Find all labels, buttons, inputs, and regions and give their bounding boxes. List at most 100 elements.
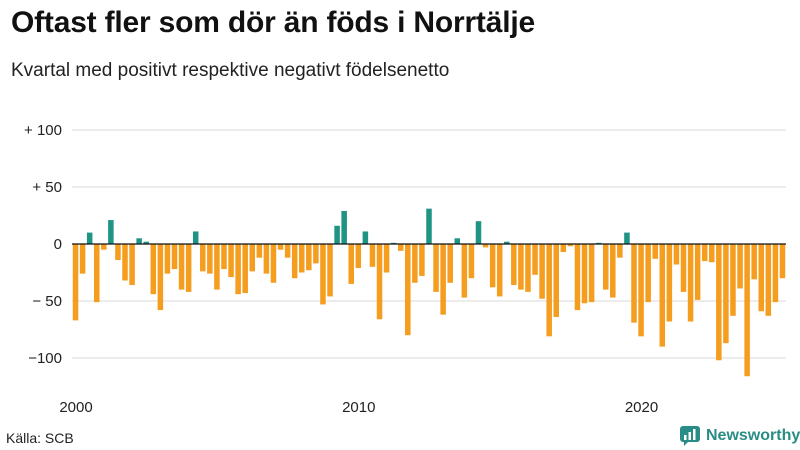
bar[interactable]: 2013 K1: -62 <box>440 244 446 315</box>
bar[interactable]: 2002 K3: 2 <box>143 241 149 244</box>
bar[interactable]: 2004 K3: -24 <box>200 244 206 272</box>
bar[interactable]: 2013 K4: -47 <box>461 244 468 298</box>
bar[interactable]: 2003 K2: -26 <box>164 244 171 274</box>
bar[interactable]: 2016 K4: -81 <box>546 244 552 337</box>
bar[interactable]: 2001 K3: -14 <box>115 244 121 260</box>
bar[interactable]: 2013 K3: 5 <box>454 238 461 244</box>
bar[interactable]: 2016 K3: -48 <box>539 244 545 299</box>
bar[interactable]: 2011 K3: -6 <box>397 244 404 251</box>
bar[interactable]: 2000 K1: -67 <box>72 244 79 321</box>
bar[interactable]: 2021 K1: -68 <box>666 244 673 322</box>
bar[interactable]: 2007 K3: -12 <box>284 244 291 258</box>
bar[interactable]: 2007 K1: -34 <box>270 244 277 283</box>
bar[interactable]: 2021 K3: -42 <box>680 244 687 292</box>
bar[interactable]: 2024 K2: -59 <box>758 244 765 312</box>
bar[interactable]: 2008 K2: -23 <box>306 244 312 271</box>
bar[interactable]: 2020 K1: -81 <box>638 244 644 337</box>
bar[interactable]: 2008 K3: -17 <box>313 244 319 264</box>
bar[interactable]: 2014 K1: -30 <box>468 244 475 279</box>
bar[interactable]: 2023 K2: -63 <box>730 244 736 316</box>
bar[interactable]: 2009 K3: 29 <box>341 210 347 244</box>
bar[interactable]: 2012 K2: -28 <box>419 244 425 276</box>
bar[interactable]: 2010 K4: -66 <box>376 244 383 320</box>
bar[interactable]: 2005 K4: -44 <box>235 244 241 295</box>
bar[interactable]: 2022 K4: -102 <box>716 244 722 361</box>
bar[interactable]: 2018 K4: -40 <box>602 244 609 290</box>
bar[interactable]: 2021 K4: -68 <box>687 244 694 322</box>
bar[interactable]: 2003 K1: -58 <box>157 244 164 311</box>
bar[interactable]: 2012 K1: -34 <box>412 244 418 283</box>
bar[interactable]: 2024 K4: -51 <box>772 244 779 303</box>
bar[interactable]: 2005 K3: -29 <box>228 244 234 278</box>
bar[interactable]: 2008 K1: -25 <box>299 244 305 273</box>
bar[interactable]: 2001 K2: 21 <box>108 220 114 244</box>
bar[interactable]: 2015 K4: -40 <box>518 244 524 290</box>
bar[interactable]: 2015 K1: -46 <box>496 244 503 297</box>
bar[interactable]: 2015 K3: -36 <box>511 244 517 286</box>
bar[interactable]: 2014 K4: -38 <box>489 244 496 288</box>
bar[interactable]: 2002 K1: -36 <box>129 244 135 286</box>
bar[interactable]: 2019 K4: -69 <box>631 244 637 323</box>
bar[interactable]: 2020 K2: -51 <box>645 244 651 303</box>
bar[interactable]: 2004 K1: -42 <box>185 244 192 292</box>
bar[interactable]: 2019 K2: -12 <box>617 244 623 258</box>
bar[interactable]: 2006 K1: -43 <box>242 244 248 294</box>
bar[interactable]: 2023 K3: -39 <box>737 244 743 289</box>
bar[interactable]: 2006 K2: -24 <box>249 244 256 272</box>
bar[interactable]: 2020 K3: -13 <box>652 244 658 259</box>
bar[interactable]: 2018 K2: -51 <box>588 244 595 303</box>
bar[interactable]: 2016 K2: -27 <box>532 244 538 275</box>
bar[interactable]: 2005 K2: -22 <box>221 244 227 270</box>
bar[interactable]: 2003 K3: -22 <box>171 244 178 270</box>
bar[interactable]: 2015 K2: 2 <box>504 241 510 244</box>
bar[interactable]: 2020 K4: -90 <box>659 244 666 347</box>
bar[interactable]: 2022 K3: -16 <box>709 244 715 263</box>
bar[interactable]: 2007 K4: -30 <box>291 244 298 279</box>
bar[interactable]: 2004 K4: -26 <box>207 244 213 274</box>
bar[interactable]: 2010 K3: -20 <box>369 244 376 267</box>
bar[interactable]: 2002 K4: -44 <box>150 244 157 295</box>
bar[interactable]: 2011 K1: -25 <box>383 244 390 273</box>
bar[interactable]: 2017 K1: -64 <box>553 244 559 317</box>
bar[interactable]: 2012 K4: -42 <box>433 244 439 292</box>
bar[interactable]: 2019 K3: 10 <box>624 232 630 244</box>
bar[interactable]: 2014 K3: -3 <box>482 244 489 248</box>
bar[interactable]: 2017 K4: -58 <box>574 244 581 311</box>
bar[interactable]: 2006 K3: -12 <box>256 244 263 258</box>
bar[interactable]: 2008 K4: -53 <box>320 244 326 305</box>
bar[interactable]: 2019 K1: -47 <box>610 244 616 298</box>
bar[interactable]: 2022 K2: -15 <box>701 244 708 262</box>
bar[interactable]: 2001 K1: -5 <box>101 244 107 250</box>
bar[interactable]: 2010 K2: 11 <box>362 231 369 244</box>
bar[interactable]: 2011 K4: -80 <box>405 244 411 336</box>
bar[interactable]: 2016 K1: -42 <box>525 244 531 292</box>
bar[interactable]: 2022 K1: -49 <box>694 244 701 300</box>
bar[interactable]: 2024 K3: -63 <box>765 244 772 316</box>
bar[interactable]: 2023 K4: -116 <box>744 244 750 377</box>
bar[interactable]: 2025 K1: -30 <box>779 244 786 279</box>
bar[interactable]: 2009 K1: -46 <box>327 244 333 297</box>
bar[interactable]: 2000 K2: -26 <box>79 244 86 274</box>
brand-logo[interactable]: Newsworthy <box>680 426 800 446</box>
bar[interactable]: 2023 K1: -87 <box>723 244 729 344</box>
bar[interactable]: 2001 K4: -32 <box>122 244 128 281</box>
bar[interactable]: 2017 K2: -7 <box>560 244 567 252</box>
bar[interactable]: 2013 K2: -34 <box>447 244 453 283</box>
bar[interactable]: 2021 K2: -18 <box>673 244 680 265</box>
bar[interactable]: 2010 K1: -21 <box>355 244 362 268</box>
bar[interactable]: 2004 K2: 11 <box>192 231 199 244</box>
bar[interactable]: 2005 K1: -40 <box>214 244 220 290</box>
bar[interactable]: 2009 K2: 16 <box>334 225 340 244</box>
bar[interactable]: 2018 K1: -52 <box>581 244 588 304</box>
bar[interactable]: 2009 K4: -35 <box>348 244 354 284</box>
bar[interactable]: 2007 K2: -5 <box>277 244 284 250</box>
bar[interactable]: 2002 K2: 5 <box>136 238 142 244</box>
bar[interactable]: 2003 K4: -40 <box>178 244 185 290</box>
bar[interactable]: 2024 K1: -31 <box>751 244 757 280</box>
bar[interactable]: 2000 K4: -51 <box>93 244 100 303</box>
bar[interactable]: 2000 K3: 10 <box>86 232 93 244</box>
bar[interactable]: 2006 K4: -26 <box>263 244 270 274</box>
bar[interactable]: 2017 K3: -2 <box>567 244 574 247</box>
bar[interactable]: 2014 K2: 20 <box>475 221 482 244</box>
bar[interactable]: 2012 K3: 31 <box>426 208 432 244</box>
